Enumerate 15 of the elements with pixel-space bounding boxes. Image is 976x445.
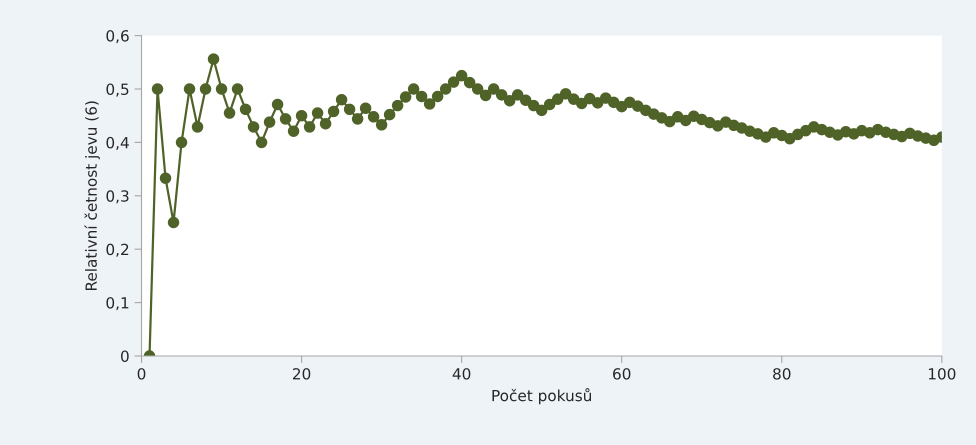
y-axis-title: Relativní četnost jevu (6): [84, 101, 100, 290]
y-tick-label: 0,1: [106, 297, 128, 310]
x-axis-title: Počet pokusů: [492, 388, 591, 404]
x-tick-label: 0: [138, 368, 146, 380]
y-tick-label: 0,5: [106, 83, 128, 97]
y-tick-label: 0: [121, 350, 129, 362]
x-tick-label: 20: [292, 368, 310, 380]
x-tick-label: 60: [613, 368, 630, 380]
x-tick-label: 100: [928, 368, 956, 380]
y-tick-label: 0,3: [106, 190, 128, 204]
y-tick-label: 0,6: [106, 30, 129, 44]
x-tick-label: 40: [452, 368, 470, 380]
x-tick-label: 80: [773, 368, 790, 380]
y-tick-label: 0,4: [106, 136, 129, 150]
y-tick-label: 0,2: [106, 244, 128, 257]
